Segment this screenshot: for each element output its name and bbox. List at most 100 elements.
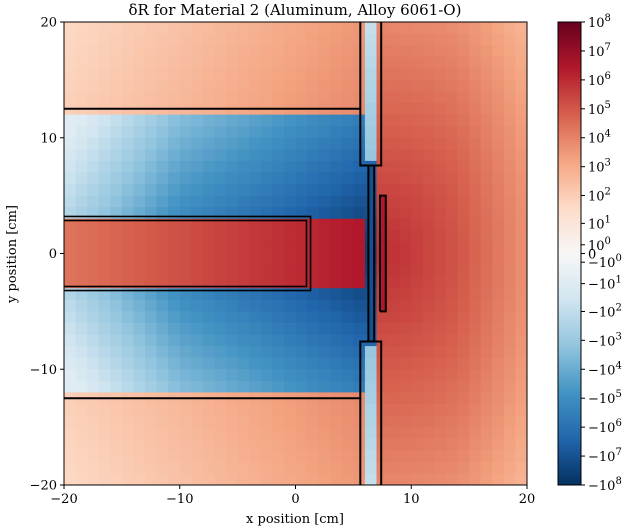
- heatmap-cell: [318, 45, 331, 58]
- heatmap-cell: [376, 114, 389, 127]
- heatmap-cell: [364, 114, 378, 127]
- heatmap-cell: [191, 311, 204, 324]
- heatmap-cell: [422, 207, 435, 220]
- heatmap-cell: [434, 207, 447, 220]
- heatmap-cell: [156, 149, 169, 162]
- heatmap-cell: [492, 22, 505, 35]
- heatmap-cell: [75, 299, 88, 312]
- heatmap-cell: [295, 91, 308, 104]
- heatmap-cell: [388, 103, 401, 116]
- heatmap-cell: [249, 22, 262, 35]
- heatmap-cell: [515, 403, 527, 417]
- heatmap-cell: [457, 253, 470, 266]
- heatmap-cell: [399, 126, 412, 139]
- heatmap-cell: [145, 126, 158, 139]
- heatmap-cell: [133, 380, 146, 393]
- heatmap-cell: [64, 241, 77, 255]
- heatmap-cell: [330, 322, 343, 336]
- heatmap-cell: [260, 334, 273, 347]
- heatmap-cell: [156, 126, 169, 139]
- heatmap-cell: [434, 45, 447, 58]
- heatmap-cell: [469, 311, 482, 324]
- heatmap-cell: [318, 438, 331, 451]
- heatmap-cell: [191, 160, 204, 174]
- heatmap-cell: [341, 230, 354, 243]
- heatmap-cell: [457, 265, 470, 278]
- heatmap-cell: [330, 438, 343, 451]
- heatmap-cell: [145, 184, 158, 197]
- heatmap-cell: [330, 346, 343, 359]
- heatmap-cell: [307, 357, 320, 370]
- y-tick-label: −10: [30, 363, 57, 378]
- heatmap-cell: [110, 311, 123, 324]
- heatmap-cell: [411, 265, 424, 278]
- x-axis: −20 −10 0 10 20: [50, 485, 535, 507]
- heatmap-cell: [260, 346, 273, 359]
- heatmap-cell: [307, 160, 320, 174]
- heatmap-cell: [156, 369, 169, 382]
- heatmap-cell: [503, 45, 517, 58]
- heatmap-cell: [283, 45, 297, 58]
- heatmap-cell: [283, 438, 297, 451]
- heatmap-cell: [168, 160, 181, 174]
- heatmap-cell: [399, 461, 412, 475]
- heatmap-cell: [226, 137, 239, 150]
- heatmap-cell: [469, 103, 482, 116]
- heatmap-cell: [249, 334, 262, 347]
- heatmap-cell: [445, 253, 459, 266]
- heatmap-cell: [434, 322, 447, 336]
- heatmap-cell: [388, 207, 401, 220]
- heatmap-cell: [515, 276, 527, 289]
- heatmap-cell: [469, 357, 482, 370]
- heatmap-cell: [133, 253, 146, 266]
- heatmap-cell: [191, 427, 204, 440]
- heatmap-cell: [87, 450, 100, 463]
- heatmap-cell: [295, 149, 308, 162]
- heatmap-cell: [121, 369, 135, 382]
- heatmap-cell: [260, 114, 273, 127]
- heatmap-cell: [515, 114, 527, 127]
- heatmap-cell: [249, 357, 262, 370]
- heatmap-cell: [376, 56, 389, 69]
- heatmap-cell: [214, 311, 227, 324]
- heatmap-cell: [110, 91, 123, 104]
- heatmap-cell: [469, 91, 482, 104]
- heatmap-cell: [226, 56, 239, 69]
- heatmap-cell: [388, 22, 401, 35]
- heatmap-cell: [492, 184, 505, 197]
- heatmap-cell: [283, 322, 297, 336]
- heatmap-cell: [492, 114, 505, 127]
- heatmap-cell: [341, 311, 354, 324]
- heatmap-cell: [318, 322, 331, 336]
- colorbar-tick-label: −101: [588, 275, 622, 293]
- heatmap-cell: [202, 461, 216, 475]
- heatmap-cell: [295, 22, 308, 35]
- heatmap-cell: [434, 380, 447, 393]
- heatmap-cell: [503, 450, 517, 463]
- heatmap-cell: [156, 438, 169, 451]
- heatmap-cell: [388, 79, 401, 93]
- heatmap-cell: [376, 137, 389, 150]
- heatmap-cell: [133, 114, 146, 127]
- heatmap-cell: [492, 195, 505, 208]
- lower-structure-outline: [64, 340, 383, 485]
- heatmap-cell: [445, 288, 459, 301]
- heatmap-cell: [515, 473, 527, 485]
- heatmap-cell: [272, 160, 285, 174]
- colorbar-tick-label: 106: [588, 71, 611, 89]
- heatmap-cell: [330, 299, 343, 312]
- heatmap-cell: [341, 45, 354, 58]
- heatmap-cell: [237, 56, 250, 69]
- heatmap-cell: [307, 126, 320, 139]
- heatmap-cell: [64, 114, 77, 127]
- heatmap-cell: [480, 45, 493, 58]
- heatmap-cell: [133, 299, 146, 312]
- heatmap-cell: [87, 126, 100, 139]
- heatmap-cell: [503, 427, 517, 440]
- heatmap-cell: [121, 79, 135, 93]
- heatmap-cell: [226, 380, 239, 393]
- heatmap-cell: [480, 334, 493, 347]
- heatmap-cell: [399, 276, 412, 289]
- heatmap-cell: [260, 68, 273, 81]
- heatmap-cell: [341, 149, 354, 162]
